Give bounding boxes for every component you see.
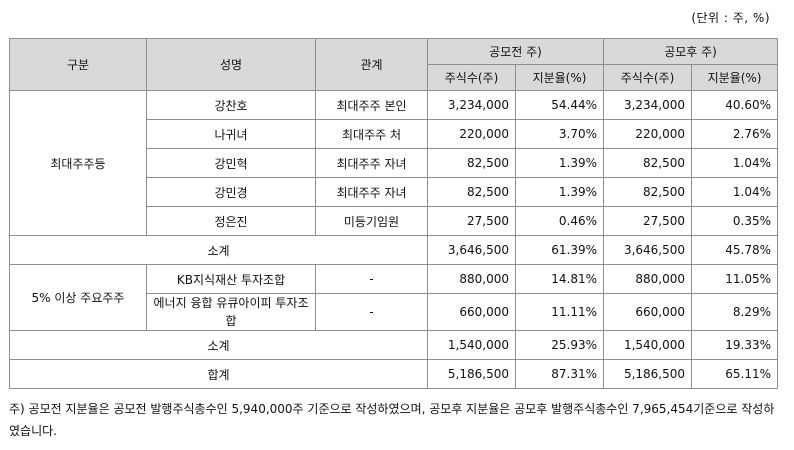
subtotal-label: 소계: [9, 330, 428, 360]
subtotal-row: 소계 3,646,500 61.39% 3,646,500 45.78%: [9, 235, 779, 265]
cell-post-shares: 220,000: [603, 119, 693, 149]
cell-name: 강민혁: [146, 148, 316, 178]
table-row: 정은진 미등기임원 27,500 0.46% 27,500 0.35%: [10, 206, 779, 236]
subtotal-row: 소계 1,540,000 25.93% 1,540,000 19.33%: [9, 330, 779, 360]
total-post-ratio: 65.11%: [691, 359, 779, 389]
cell-post-shares: 82,500: [603, 177, 693, 207]
cell-pre-shares: 3,234,000: [427, 90, 516, 120]
cell-name: 강민경: [146, 177, 316, 207]
shareholder-table: 구분 성명 관계 공모전 주) 공모후 주) 주식수(주) 지분율(%) 주식수…: [9, 38, 779, 389]
cell-relation: 최대주주 처: [315, 119, 428, 149]
cell-name: 에너지 융합 유큐아이피 투자조합: [146, 293, 316, 331]
cell-relation: -: [315, 264, 428, 294]
group-largest-shareholder: 최대주주등: [9, 90, 147, 236]
header-name: 성명: [146, 38, 316, 91]
header-relation: 관계: [315, 38, 428, 91]
cell-pre-ratio: 1.39%: [514, 177, 605, 207]
cell-post-ratio: 8.29%: [691, 293, 779, 331]
subtotal-pre-ratio: 61.39%: [514, 235, 605, 265]
subtotal-post-ratio: 19.33%: [691, 330, 779, 360]
cell-post-ratio: 11.05%: [691, 264, 779, 294]
table-row: 에너지 융합 유큐아이피 투자조합 - 660,000 11.11% 660,0…: [10, 293, 779, 331]
cell-relation: 최대주주 자녀: [315, 148, 428, 178]
table-row: 5% 이상 주요주주 KB지식재산 투자조합 - 880,000 14.81% …: [9, 264, 779, 331]
cell-pre-ratio: 11.11%: [514, 293, 605, 331]
subtotal-pre-shares: 1,540,000: [427, 330, 516, 360]
table-row: 강민혁 최대주주 자녀 82,500 1.39% 82,500 1.04%: [10, 148, 779, 178]
cell-relation: 최대주주 자녀: [315, 177, 428, 207]
cell-post-shares: 3,234,000: [603, 90, 693, 120]
cell-pre-ratio: 14.81%: [514, 264, 605, 294]
cell-post-ratio: 2.76%: [691, 119, 779, 149]
header-row-2: 주식수(주) 지분율(%) 주식수(주) 지분율(%): [10, 64, 779, 91]
cell-post-ratio: 40.60%: [691, 90, 779, 120]
subtotal-pre-ratio: 25.93%: [514, 330, 605, 360]
cell-pre-shares: 27,500: [427, 206, 516, 236]
cell-pre-ratio: 1.39%: [514, 148, 605, 178]
cell-name: KB지식재산 투자조합: [146, 264, 316, 294]
header-post-ipo: 공모후 주): [603, 38, 779, 65]
total-post-shares: 5,186,500: [603, 359, 693, 389]
subtotal-pre-shares: 3,646,500: [427, 235, 516, 265]
header-category: 구분: [9, 38, 147, 91]
header-post-ratio: 지분율(%): [691, 64, 779, 91]
header-pre-shares: 주식수(주): [427, 64, 516, 91]
cell-post-shares: 660,000: [603, 293, 693, 331]
cell-post-shares: 880,000: [603, 264, 693, 294]
cell-name: 정은진: [146, 206, 316, 236]
cell-pre-ratio: 3.70%: [514, 119, 605, 149]
footnote: 주) 공모전 지분율은 공모전 발행주식총수인 5,940,000주 기준으로 …: [9, 402, 775, 438]
cell-post-shares: 82,500: [603, 148, 693, 178]
cell-post-shares: 27,500: [603, 206, 693, 236]
cell-pre-shares: 82,500: [427, 148, 516, 178]
table-row: 최대주주등 강찬호 최대주주 본인 3,234,000 54.44% 3,234…: [9, 90, 779, 236]
cell-pre-shares: 880,000: [427, 264, 516, 294]
cell-pre-ratio: 0.46%: [514, 206, 605, 236]
cell-relation: -: [315, 293, 428, 331]
header-post-shares: 주식수(주): [603, 64, 693, 91]
header-pre-ipo: 공모전 주): [426, 38, 605, 65]
cell-pre-shares: 220,000: [427, 119, 516, 149]
cell-post-ratio: 1.04%: [691, 177, 779, 207]
group-major-shareholder: 5% 이상 주요주주: [9, 264, 147, 331]
cell-pre-shares: 660,000: [427, 293, 516, 331]
unit-note: (단위 : 주, %): [691, 11, 770, 25]
subtotal-post-ratio: 45.78%: [691, 235, 779, 265]
total-row: 합계 5,186,500 87.31% 5,186,500 65.11%: [9, 359, 779, 389]
cell-name: 나귀녀: [146, 119, 316, 149]
header-row-1: 구분 성명 관계 공모전 주) 공모후 주): [9, 38, 779, 91]
cell-post-ratio: 1.04%: [691, 148, 779, 178]
total-label: 합계: [9, 359, 428, 389]
subtotal-post-shares: 1,540,000: [603, 330, 693, 360]
header-pre-ratio: 지분율(%): [514, 64, 605, 91]
total-pre-ratio: 87.31%: [514, 359, 605, 389]
cell-relation: 미등기임원: [315, 206, 428, 236]
cell-pre-ratio: 54.44%: [514, 90, 605, 120]
table-row: 강민경 최대주주 자녀 82,500 1.39% 82,500 1.04%: [10, 177, 779, 207]
subtotal-post-shares: 3,646,500: [603, 235, 693, 265]
total-pre-shares: 5,186,500: [427, 359, 516, 389]
cell-post-ratio: 0.35%: [691, 206, 779, 236]
table-row: 나귀녀 최대주주 처 220,000 3.70% 220,000 2.76%: [10, 119, 779, 149]
cell-name: 강찬호: [146, 90, 316, 120]
cell-pre-shares: 82,500: [427, 177, 516, 207]
cell-relation: 최대주주 본인: [315, 90, 428, 120]
subtotal-label: 소계: [9, 235, 428, 265]
